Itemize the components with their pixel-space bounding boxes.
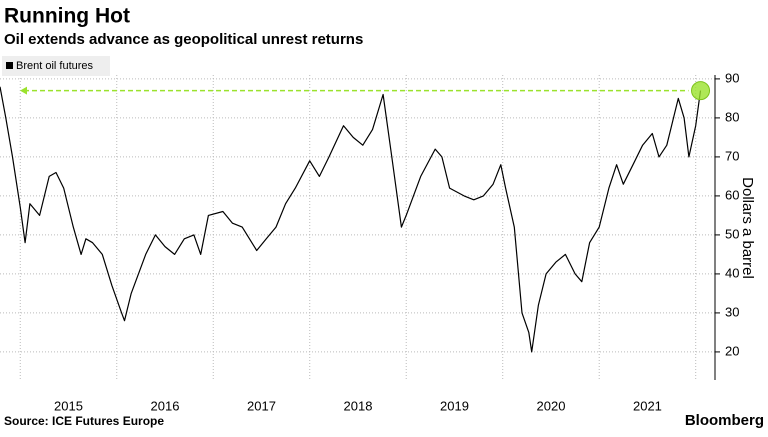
legend-swatch <box>6 62 13 69</box>
y-tick-label: 40 <box>725 265 739 280</box>
chart-title: Running Hot <box>4 5 130 28</box>
x-tick-label: 2018 <box>344 398 373 413</box>
y-tick-label: 20 <box>725 343 739 358</box>
highlight-point <box>691 81 711 101</box>
y-axis-label: Dollars a barrel <box>739 177 756 279</box>
y-tick-label: 30 <box>725 304 739 319</box>
legend-box <box>2 56 110 76</box>
chart-subtitle: Oil extends advance as geopolitical unre… <box>4 31 363 48</box>
x-tick-label: 2019 <box>440 398 469 413</box>
x-tick-label: 2015 <box>54 398 83 413</box>
y-tick-label: 60 <box>725 187 739 202</box>
x-tick-label: 2020 <box>537 398 566 413</box>
x-tick-label: 2016 <box>151 398 180 413</box>
x-tick-label: 2021 <box>633 398 662 413</box>
y-tick-label: 90 <box>725 70 739 85</box>
x-tick-label: 2017 <box>247 398 276 413</box>
y-tick-label: 50 <box>725 226 739 241</box>
line-series <box>0 86 702 353</box>
brand: Bloomberg <box>685 412 764 429</box>
source: Source: ICE Futures Europe <box>4 414 164 428</box>
arrowhead <box>20 86 27 95</box>
y-tick-label: 70 <box>725 148 739 163</box>
legend-label: Brent oil futures <box>16 60 94 72</box>
y-tick-label: 80 <box>725 109 739 124</box>
